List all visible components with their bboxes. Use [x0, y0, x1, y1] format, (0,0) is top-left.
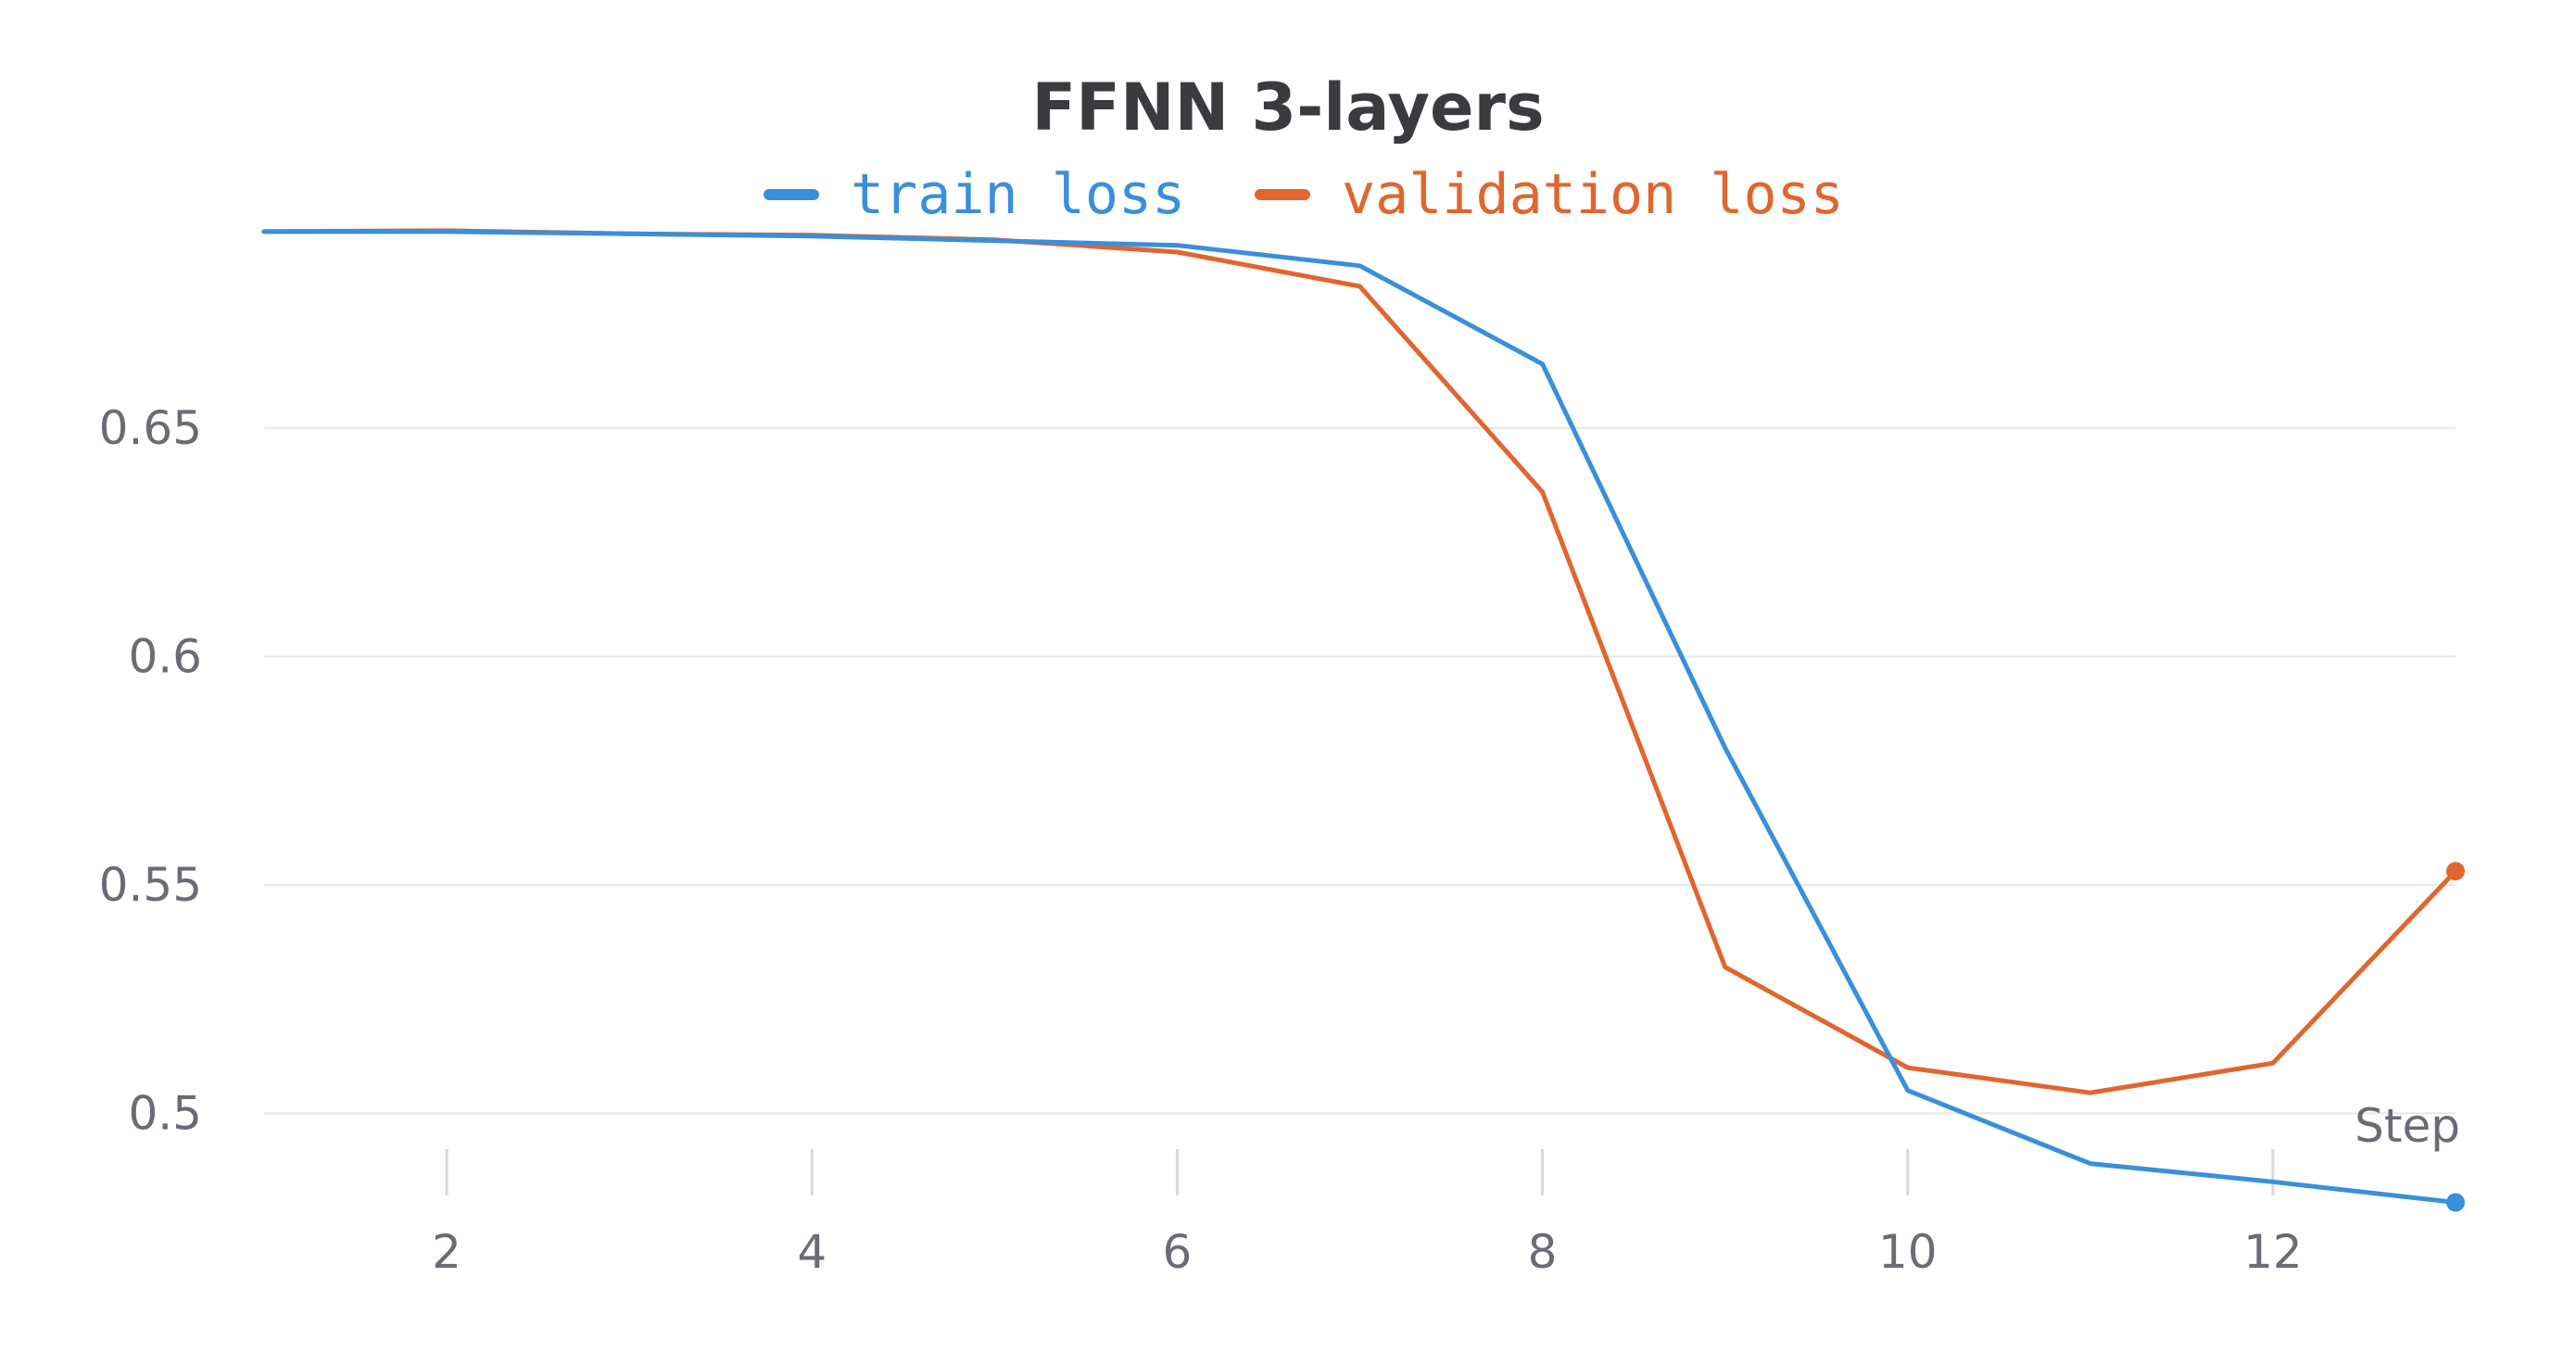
legend: train loss validation loss: [764, 162, 1844, 227]
series-lines: [261, 228, 2458, 1205]
series-line-train-loss: [261, 229, 2458, 1205]
x-axis-ticks: 2 4 6 8 10 12: [432, 1149, 2303, 1279]
x-tick-label: 8: [1528, 1225, 1558, 1279]
series-line-validation-loss: [261, 228, 2458, 1095]
y-tick-label: 0.5: [128, 1086, 202, 1140]
end-point-train-loss: [2446, 1193, 2465, 1212]
y-tick-label: 0.65: [99, 401, 202, 455]
end-markers: [2446, 862, 2465, 1212]
legend-label: train loss: [851, 162, 1185, 227]
x-tick-label: 2: [432, 1225, 461, 1279]
chart-title: FFNN 3-layers: [1031, 70, 1544, 145]
x-tick-label: 4: [797, 1225, 827, 1279]
x-axis-label: Step: [2355, 1099, 2460, 1153]
gridlines: [264, 426, 2456, 1115]
y-tick-label: 0.55: [99, 858, 202, 912]
x-tick-label: 6: [1163, 1225, 1193, 1279]
end-point-validation-loss: [2446, 862, 2465, 881]
x-tick-label: 10: [1878, 1225, 1938, 1279]
legend-label: validation loss: [1342, 162, 1844, 227]
y-tick-label: 0.6: [128, 629, 202, 683]
x-tick-label: 12: [2243, 1225, 2303, 1279]
y-axis-ticks: 0.5 0.55 0.6 0.65: [99, 401, 202, 1141]
